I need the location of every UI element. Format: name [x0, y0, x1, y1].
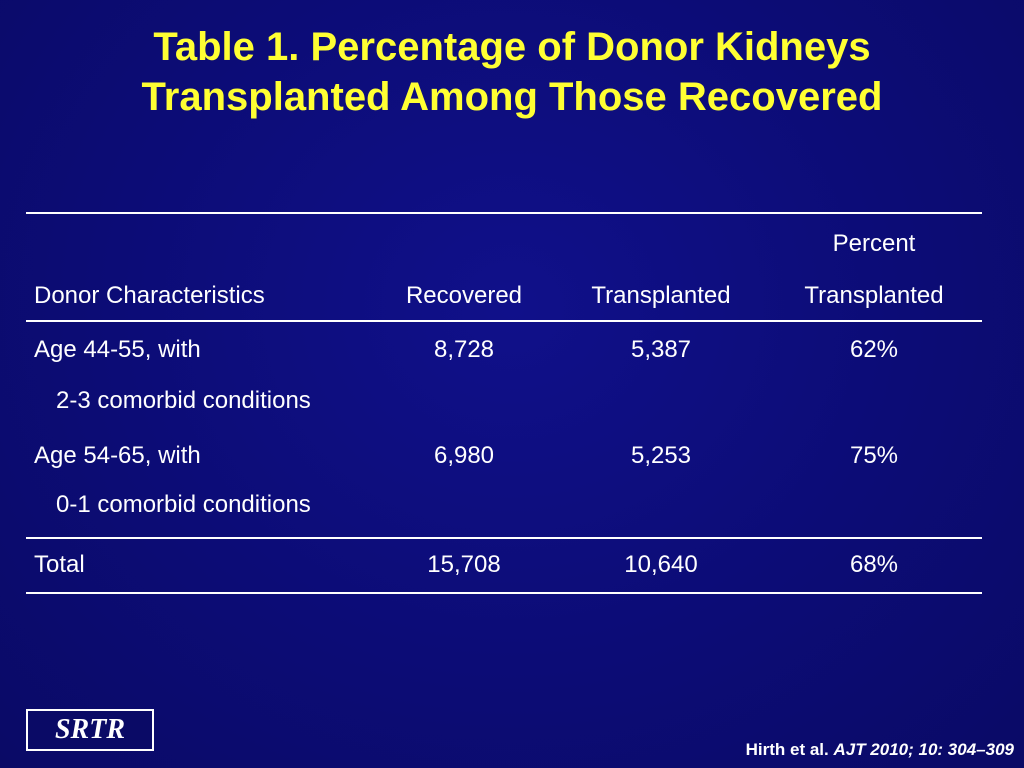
header-transplanted: Transplanted	[591, 282, 731, 309]
table-top-rule	[26, 212, 982, 214]
row-percent: 75%	[849, 442, 899, 469]
row-characteristic-sub: 2-3 comorbid conditions	[56, 387, 311, 414]
citation-journal: AJT 2010; 10: 304–309	[833, 740, 1014, 759]
table-row: Age 44-55, with 8,728 5,387 62%	[26, 322, 982, 375]
table-bottom-rule	[26, 592, 982, 594]
header-rule	[26, 320, 982, 322]
slide-title: Table 1. Percentage of Donor Kidneys Tra…	[0, 22, 1024, 122]
citation-authors: Hirth et al.	[745, 740, 834, 759]
title-line-2: Transplanted Among Those Recovered	[141, 75, 883, 119]
title-line-1: Table 1. Percentage of Donor Kidneys	[153, 25, 871, 69]
total-rule	[26, 537, 982, 539]
table-row: Age 54-65, with 6,980 5,253 75%	[26, 428, 982, 481]
citation: Hirth et al. AJT 2010; 10: 304–309	[746, 740, 1014, 760]
srtr-logo: SRTR	[26, 709, 154, 751]
header-row-upper: Percent	[26, 214, 982, 268]
row-characteristic-sub: 0-1 comorbid conditions	[56, 491, 311, 518]
table-row-sub: 0-1 comorbid conditions	[26, 481, 982, 537]
total-row: Total 15,708 10,640 68%	[26, 539, 982, 592]
row-percent: 62%	[849, 336, 899, 363]
table-row-sub: 2-3 comorbid conditions	[26, 375, 982, 428]
header-percent: Percent	[832, 230, 916, 257]
header-recovered: Recovered	[405, 282, 523, 309]
row-transplanted: 5,387	[630, 336, 692, 363]
total-transplanted: 10,640	[624, 551, 698, 578]
header-row: Donor Characteristics Recovered Transpla…	[26, 268, 982, 320]
row-characteristic: Age 54-65, with	[34, 442, 201, 469]
data-table: Percent Donor Characteristics Recovered …	[26, 212, 982, 594]
row-recovered: 6,980	[433, 442, 495, 469]
total-label: Total	[34, 551, 85, 578]
row-recovered: 8,728	[433, 336, 495, 363]
row-characteristic: Age 44-55, with	[34, 336, 201, 363]
total-percent: 68%	[849, 551, 899, 578]
row-transplanted: 5,253	[630, 442, 692, 469]
header-percent-transplanted: Transplanted	[804, 282, 944, 309]
total-recovered: 15,708	[427, 551, 501, 578]
header-donor-characteristics: Donor Characteristics	[34, 282, 265, 309]
